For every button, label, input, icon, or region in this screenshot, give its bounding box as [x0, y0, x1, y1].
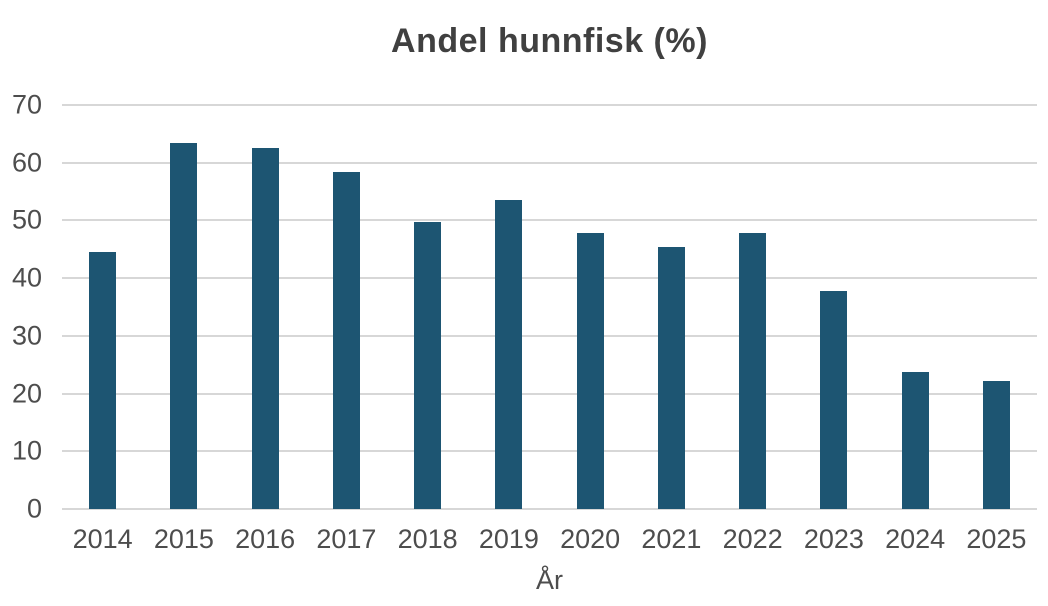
bar-slot	[631, 105, 712, 509]
bar-slot	[62, 105, 143, 509]
y-tick-label: 20	[11, 378, 42, 409]
gridline	[62, 334, 1037, 337]
bar-series	[62, 105, 1037, 509]
x-tick-label: 2018	[397, 524, 458, 554]
bar-2019	[495, 200, 523, 509]
plot-area	[62, 104, 1037, 510]
y-axis: 0 10 20 30 40 50 60 70	[0, 91, 42, 522]
gridline	[62, 104, 1037, 106]
y-tick-label: 50	[11, 204, 42, 235]
y-tick-label: 40	[11, 262, 42, 293]
bar-slot	[712, 105, 793, 509]
bar-slot	[387, 105, 468, 509]
bar-2024	[901, 371, 929, 509]
gridline	[62, 450, 1037, 453]
bar-2025	[982, 380, 1010, 509]
gridline	[62, 161, 1037, 164]
gridline	[62, 392, 1037, 395]
bar-2021	[657, 246, 685, 509]
x-tick-label: 2019	[478, 524, 539, 554]
y-tick-label: 70	[11, 89, 42, 120]
bar-slot	[550, 105, 631, 509]
bar-2018	[414, 222, 442, 509]
x-tick-label: 2024	[885, 524, 946, 554]
y-tick-label: 0	[26, 493, 42, 524]
bar-slot	[956, 105, 1037, 509]
y-tick-label: 30	[11, 320, 42, 351]
bar-2015	[170, 143, 198, 509]
gridline	[62, 508, 1037, 510]
x-axis-title: År	[536, 565, 563, 595]
bar-slot	[793, 105, 874, 509]
x-tick-label: 2016	[235, 524, 296, 554]
x-tick-label: 2021	[641, 524, 702, 554]
x-axis: 2014 2015 2016 2017 2018 2019 2020 2021 2022 2023…	[62, 524, 1037, 555]
bar-slot	[225, 105, 306, 509]
y-tick-label: 60	[11, 147, 42, 178]
bar-2014	[89, 252, 117, 509]
gridline	[62, 277, 1037, 280]
bar-2017	[332, 171, 360, 509]
bar-2023	[820, 290, 848, 509]
x-tick-label: 2025	[966, 524, 1027, 554]
bar-slot	[875, 105, 956, 509]
bar-slot	[306, 105, 387, 509]
x-tick-label: 2020	[560, 524, 621, 554]
bar-2022	[739, 233, 767, 509]
x-tick-label: 2014	[72, 524, 133, 554]
x-tick-label: 2017	[316, 524, 377, 554]
y-tick-label: 10	[11, 435, 42, 466]
bar-2020	[576, 233, 604, 509]
bar-slot	[468, 105, 549, 509]
bar-slot	[143, 105, 224, 509]
bar-2016	[251, 148, 279, 509]
x-tick-label: 2015	[153, 524, 214, 554]
x-tick-label: 2023	[803, 524, 864, 554]
gridline	[62, 219, 1037, 222]
x-tick-label: 2022	[722, 524, 783, 554]
chart-title: Andel hunnfisk (%)	[391, 22, 708, 60]
